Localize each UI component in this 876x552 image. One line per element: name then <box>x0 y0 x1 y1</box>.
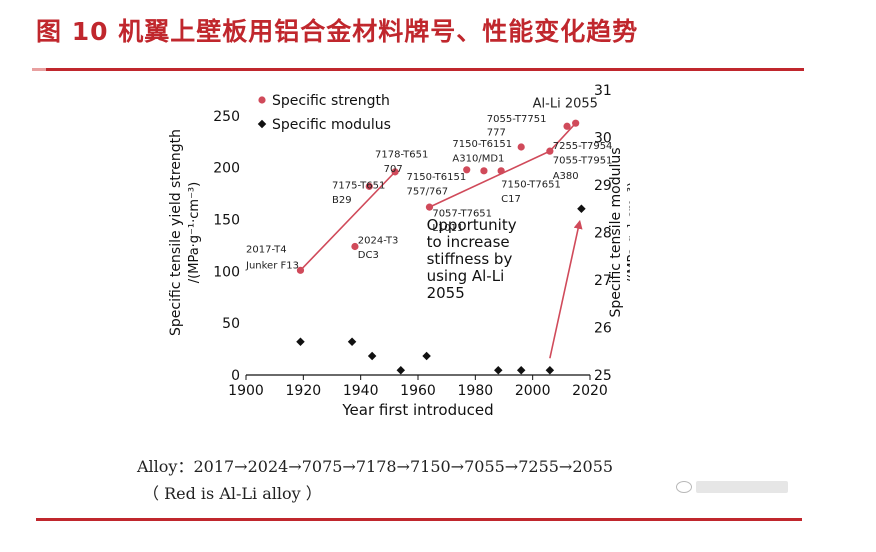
x-axis-title: Year first introduced <box>341 401 493 419</box>
y2-tick-label: 28 <box>594 226 612 242</box>
bottom-rule <box>36 518 802 521</box>
legend-strength-label: Specific strength <box>272 93 390 109</box>
y-tick-label: 0 <box>231 368 240 384</box>
y2-tick-label: 25 <box>594 368 612 384</box>
point-annotation: C17 <box>501 194 521 205</box>
point-annotation: L1011 <box>432 223 463 234</box>
point-annotation: A380 <box>553 171 579 182</box>
strength-point <box>391 168 399 176</box>
caption-alloy-sequence: Alloy：2017→2024→7075→7178→7150→7055→7255… <box>137 457 614 476</box>
opportunity-note-line: 2055 <box>427 284 465 302</box>
point-annotation: 7150-T6151 <box>407 172 467 183</box>
strength-point <box>497 167 505 175</box>
point-annotation: Junker F13 <box>245 260 299 271</box>
point-annotation: 7150-T6151 <box>452 139 512 150</box>
modulus-point <box>516 366 526 375</box>
y2-tick-label: 30 <box>594 131 612 147</box>
point-annotation: 2024-T3 <box>358 235 399 246</box>
strength-point <box>572 119 580 127</box>
point-annotation: B29 <box>332 195 352 206</box>
caption-note: （ Red is Al-Li alloy ） <box>143 484 322 503</box>
trend-line-al-li <box>549 122 577 152</box>
watermark-blur <box>696 481 788 493</box>
point-annotation: 707 <box>384 164 403 175</box>
strength-point <box>563 122 571 130</box>
opportunity-note-line: stiffness by <box>427 250 513 268</box>
y2-axis-title: Specific tensile modulus <box>608 147 624 317</box>
y-tick-label: 100 <box>213 264 240 280</box>
point-annotation: 7055-T7951 <box>553 156 613 167</box>
modulus-point <box>577 204 586 213</box>
legend-strength-marker <box>258 96 266 104</box>
point-annotation: Al-Li 2055 <box>533 97 598 112</box>
y2-tick-label: 31 <box>594 83 612 99</box>
point-annotation: 7255-T7954 <box>553 141 613 152</box>
point-annotation: 7175-T651 <box>332 180 385 191</box>
x-tick-label: 2000 <box>515 383 551 399</box>
modulus-point <box>396 366 406 375</box>
y-tick-label: 50 <box>222 316 240 332</box>
x-tick-label: 1980 <box>458 383 494 399</box>
opportunity-note-line: to increase <box>427 233 510 251</box>
figure-title: 图 10 机翼上壁板用铝合金材料牌号、性能变化趋势 <box>36 17 639 46</box>
point-annotation: DC3 <box>358 250 379 261</box>
point-annotation: 777 <box>487 128 506 139</box>
strength-point <box>351 242 359 251</box>
legend-modulus-label: Specific modulus <box>272 117 391 133</box>
point-annotation: A310/MD1 <box>452 154 504 165</box>
modulus-point <box>422 351 431 361</box>
strength-point <box>463 166 471 174</box>
point-annotation: 7057-T7651 <box>432 208 492 219</box>
y-axis-title: Specific tensile yield strength <box>168 129 184 336</box>
opportunity-note-line: Opportunity <box>427 216 517 234</box>
top-rule <box>32 68 804 71</box>
y2-tick-label: 27 <box>594 273 612 289</box>
point-annotation: 7178-T651 <box>375 149 428 160</box>
point-annotation: 757/767 <box>407 187 449 198</box>
wechat-icon <box>676 481 692 493</box>
x-tick-label: 2020 <box>572 383 608 399</box>
chart: 1900 1920 1940 1960 1980 2000 2020 0 50 100 150 200… <box>168 83 630 419</box>
x-tick-label: 1940 <box>343 383 379 399</box>
modulus-point <box>347 337 357 346</box>
strength-point <box>425 203 434 211</box>
strength-point <box>517 143 525 151</box>
y-tick-label: 250 <box>213 109 240 125</box>
point-annotation: 2017-T4 <box>246 245 287 256</box>
y2-axis-unit: /(MPa·g⁻¹·cm⁻³) <box>626 182 630 283</box>
strength-point <box>546 147 554 155</box>
strength-point <box>365 182 373 190</box>
top-rule-accent <box>32 68 46 71</box>
y-axis-unit: /(MPa·g⁻¹·cm⁻³) <box>187 182 202 283</box>
watermark <box>676 481 788 493</box>
trend-line-late <box>429 150 551 208</box>
modulus-point <box>494 366 503 375</box>
opportunity-arrow <box>549 219 583 359</box>
strength-point <box>480 167 488 175</box>
x-tick-label: 1920 <box>286 383 322 399</box>
y-tick-label: 150 <box>213 213 240 229</box>
y-tick-label: 200 <box>213 161 240 177</box>
trend-line-early <box>299 171 396 271</box>
legend-modulus-marker <box>257 119 267 129</box>
x-tick-label: 1900 <box>228 383 264 399</box>
modulus-point <box>367 351 377 361</box>
strength-point <box>296 266 305 274</box>
point-annotation: 7055-T7751 <box>487 114 547 125</box>
point-annotation: 7150-T7651 <box>501 179 561 190</box>
y2-tick-label: 26 <box>594 321 612 337</box>
y2-tick-label: 29 <box>594 178 612 194</box>
modulus-point <box>296 337 305 346</box>
modulus-point <box>545 366 555 375</box>
opportunity-note-line: using Al-Li <box>427 267 505 285</box>
x-tick-label: 1960 <box>400 383 436 399</box>
